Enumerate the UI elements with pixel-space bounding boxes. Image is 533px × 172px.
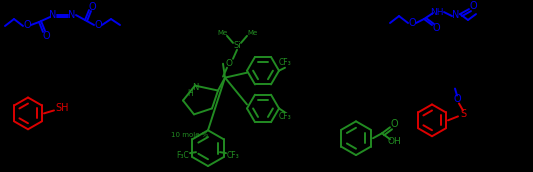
Text: Me: Me: [218, 30, 228, 36]
Text: O: O: [390, 119, 398, 129]
Text: O: O: [42, 31, 50, 41]
Text: S: S: [460, 109, 466, 119]
Text: N: N: [50, 10, 56, 20]
Text: O: O: [23, 20, 31, 30]
Text: O: O: [225, 59, 232, 68]
Text: O: O: [432, 23, 440, 33]
Text: O: O: [94, 20, 102, 30]
Text: 10 mole %: 10 mole %: [171, 132, 208, 138]
Text: O: O: [469, 1, 477, 11]
Text: CF₃: CF₃: [279, 112, 292, 121]
Text: Si: Si: [233, 41, 241, 50]
Text: CF₃: CF₃: [227, 151, 239, 160]
Text: F₃C: F₃C: [176, 151, 189, 160]
Text: H: H: [187, 89, 193, 98]
Text: O: O: [88, 2, 96, 12]
Text: SH: SH: [55, 103, 69, 113]
Text: NH: NH: [430, 8, 444, 17]
Text: N: N: [192, 83, 198, 92]
Text: OH: OH: [387, 137, 401, 146]
Text: Me: Me: [247, 30, 257, 36]
Text: O: O: [453, 94, 461, 104]
Text: N: N: [68, 10, 76, 20]
Text: N: N: [453, 10, 459, 20]
Text: O: O: [408, 18, 416, 28]
Text: CF₃: CF₃: [279, 58, 292, 67]
